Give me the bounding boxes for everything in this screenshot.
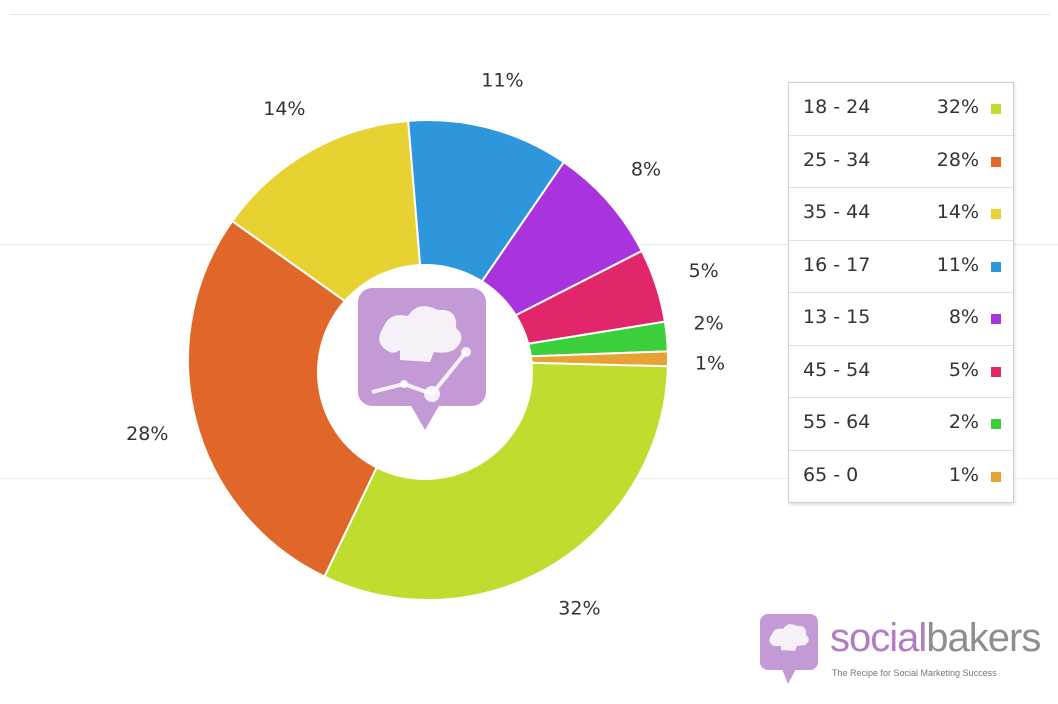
legend-range: 16 - 17 [803, 253, 871, 276]
brand-name: socialbakers [830, 616, 1041, 661]
legend: 18 - 24 32% 25 - 34 28% 35 - 44 14% 16 - 17 11%… [788, 82, 1014, 503]
slice-labels: 32% 28% 14% 11% 8% 5% 2% 1% [126, 70, 725, 620]
slice-25-34 [187, 219, 430, 578]
legend-swatch [991, 471, 1001, 482]
brand-name-social: social [830, 616, 927, 660]
slice-label: 14% [263, 98, 305, 120]
top-border [10, 14, 1050, 15]
legend-range: 25 - 34 [803, 148, 871, 171]
legend-item: 55 - 64 2% [789, 398, 1013, 451]
legend-item: 13 - 15 8% [789, 293, 1013, 346]
legend-swatch [991, 366, 1001, 377]
slice-label: 1% [695, 353, 725, 375]
slice-65-0 [427, 350, 669, 368]
legend-percent: 11% [936, 253, 979, 276]
legend-swatch [991, 104, 1001, 114]
legend-swatch [991, 314, 1001, 324]
legend-percent: 2% [948, 411, 979, 433]
slice-label: 8% [631, 159, 661, 181]
chef-hat-logo-icon [760, 614, 818, 684]
legend-range: 35 - 44 [803, 201, 871, 223]
legend-percent: 14% [936, 201, 979, 223]
legend-item: 65 - 0 1% [789, 451, 1013, 503]
legend-item: 35 - 44 14% [789, 188, 1013, 241]
legend-range: 55 - 64 [803, 411, 871, 433]
legend-range: 13 - 15 [803, 306, 871, 328]
brand-tagline: The Recipe for Social Marketing Success [832, 668, 997, 678]
legend-swatch [991, 156, 1001, 167]
legend-swatch [991, 261, 1001, 272]
legend-percent: 32% [936, 96, 979, 118]
legend-item: 18 - 24 32% [789, 83, 1013, 136]
legend-item: 25 - 34 28% [789, 136, 1013, 188]
legend-range: 45 - 54 [803, 358, 871, 381]
legend-range: 18 - 24 [803, 96, 871, 118]
legend-percent: 8% [948, 306, 979, 328]
slice-label: 2% [694, 312, 724, 334]
legend-item: 45 - 54 5% [789, 346, 1013, 398]
chef-hat-chart-logo-icon [358, 288, 486, 430]
slice-label: 11% [481, 70, 523, 92]
legend-percent: 5% [948, 358, 979, 381]
legend-percent: 28% [936, 148, 979, 171]
slice-label: 28% [126, 423, 168, 445]
legend-range: 65 - 0 [803, 463, 859, 486]
slice-label: 32% [558, 597, 600, 619]
brand-logo: socialbakers The Recipe for Social Marke… [756, 612, 1046, 692]
legend-swatch [991, 419, 1001, 429]
legend-item: 16 - 17 11% [789, 241, 1013, 293]
brand-name-bakers: bakers [926, 616, 1041, 660]
legend-percent: 1% [948, 463, 979, 486]
legend-swatch [991, 209, 1001, 219]
slice-label: 5% [689, 260, 719, 282]
